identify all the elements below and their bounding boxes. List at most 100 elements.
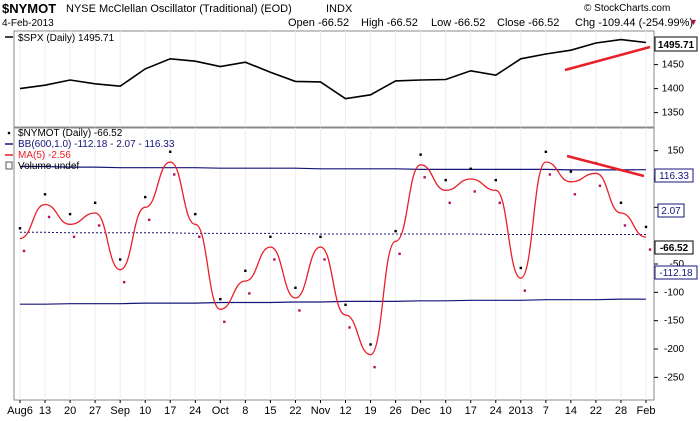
menu-arrow-icon[interactable]: ▼ <box>689 17 698 27</box>
osc-point-low <box>498 201 501 204</box>
x-tick-label: 13 <box>39 405 51 417</box>
osc-point-high <box>219 297 222 301</box>
osc-point-low <box>373 365 376 369</box>
nymot-legend-swatch <box>7 131 11 135</box>
osc-point-high <box>519 266 522 270</box>
x-tick-label: 10 <box>440 405 452 417</box>
osc-point-high <box>394 229 397 233</box>
osc-point-high <box>93 201 97 204</box>
osc-point-high <box>544 150 548 153</box>
osc-point-low <box>223 320 226 323</box>
osc-point-low <box>148 218 151 221</box>
high-value: High -66.52 <box>361 17 418 29</box>
osc-point-high <box>619 201 623 204</box>
osc-point-low <box>22 249 26 253</box>
date-label: 4-Feb-2013 <box>2 18 54 29</box>
osc-point-low <box>548 173 552 176</box>
x-tick-label: Dec <box>411 405 431 417</box>
x-tick-label: 24 <box>490 405 502 417</box>
osc-point-low <box>122 280 126 284</box>
osc-point-high <box>419 153 422 156</box>
osc-point-high <box>18 227 22 230</box>
osc-point-high <box>494 178 497 182</box>
osc-point-low <box>598 184 602 187</box>
spx-price-line <box>19 38 647 100</box>
change-value: Chg -109.44 (-254.99%) <box>575 17 694 29</box>
osc-point-low <box>573 193 577 196</box>
osc-point-high <box>68 212 72 216</box>
chart-symbol: $NYMOT <box>2 1 57 16</box>
x-tick-label: 15 <box>264 405 276 417</box>
osc-point-low <box>523 289 526 292</box>
x-tick-label: 22 <box>289 405 301 417</box>
volume-legend: Volume undef <box>18 161 79 172</box>
x-tick-label: 17 <box>465 405 477 417</box>
price-y-tick-label: 1400 <box>662 84 685 95</box>
bb-lower-line <box>20 298 647 305</box>
bb-mid-line <box>20 231 646 235</box>
x-tick-label: 8 <box>242 405 248 417</box>
price-panel-frame <box>13 30 655 128</box>
osc-point-high <box>469 167 472 170</box>
svg-text:2.07: 2.07 <box>661 206 681 217</box>
ma-legend: MA(5) -2.56 <box>18 150 71 161</box>
osc-y-tick-label: -200 <box>664 344 684 355</box>
osc-y-tick-label: -50 <box>670 259 685 270</box>
x-tick-label: 26 <box>389 405 401 417</box>
osc-point-high <box>319 235 322 238</box>
osc-point-low <box>348 326 351 329</box>
osc-y-tick-label: -150 <box>664 316 684 327</box>
x-tick-label: 19 <box>364 405 376 417</box>
x-tick-label: 17 <box>164 405 176 417</box>
osc-point-low <box>273 258 276 261</box>
bb-mid-tag: 2.07 <box>657 203 685 218</box>
svg-text:-112.18: -112.18 <box>659 268 693 279</box>
osc-point-low <box>648 248 652 251</box>
bb-upper-tag: 116.33 <box>654 168 694 183</box>
oscillator-panel-frame <box>13 127 655 401</box>
low-value: Low -66.52 <box>431 17 486 29</box>
osc-point-low <box>423 176 426 179</box>
bb-legend: BB(600,1.0) -112.18 - 2.07 - 116.33 <box>18 139 175 150</box>
nymot-legend: $NYMOT (Daily) -66.52 <box>18 128 123 139</box>
osc-point-low <box>97 224 101 227</box>
osc-y-tick-label: 150 <box>667 146 684 157</box>
osc-point-high <box>118 258 122 261</box>
bb-upper-line <box>20 165 647 171</box>
osc-point-high <box>43 193 47 196</box>
osc-y-tick-label: -100 <box>664 287 684 298</box>
x-tick-label: 27 <box>89 405 101 417</box>
x-tick-label: Oct <box>212 405 229 417</box>
osc-point-low <box>473 190 476 193</box>
price-y-tick-label: 1450 <box>662 60 685 71</box>
x-tick-label: 2013 <box>509 405 533 417</box>
price-y-tick-label: 1350 <box>662 108 685 119</box>
ma-line <box>19 161 647 356</box>
x-tick-label: 28 <box>615 405 627 417</box>
bb-lower-tag: -112.18 <box>654 265 698 280</box>
spx-trend-line <box>564 45 651 72</box>
spx-legend: $SPX (Daily) 1495.71 <box>18 33 115 44</box>
osc-point-high <box>194 212 197 216</box>
svg-text:1495.71: 1495.71 <box>658 40 695 51</box>
exchange-label: INDX <box>326 3 353 15</box>
x-tick-label: Sep <box>110 405 130 417</box>
x-tick-label: 12 <box>339 405 351 417</box>
copyright-label: © StockCharts.com <box>584 3 671 14</box>
x-tick-label: 20 <box>64 405 76 417</box>
svg-text:116.33: 116.33 <box>659 171 689 182</box>
osc-point-low <box>623 224 627 227</box>
x-tick-label: 7 <box>543 405 549 417</box>
osc-point-high <box>269 235 272 238</box>
osc-point-low <box>398 252 401 255</box>
x-tick-label: 14 <box>565 405 577 417</box>
osc-y-tick-label: -250 <box>664 372 684 383</box>
osc-point-high <box>144 195 147 199</box>
svg-text:-66.52: -66.52 <box>660 243 689 254</box>
x-tick-label: Aug6 <box>7 405 33 417</box>
open-value: Open -66.52 <box>288 17 350 29</box>
osc-point-high <box>369 343 372 346</box>
osc-point-low <box>298 309 301 312</box>
x-tick-label: Nov <box>311 405 331 417</box>
